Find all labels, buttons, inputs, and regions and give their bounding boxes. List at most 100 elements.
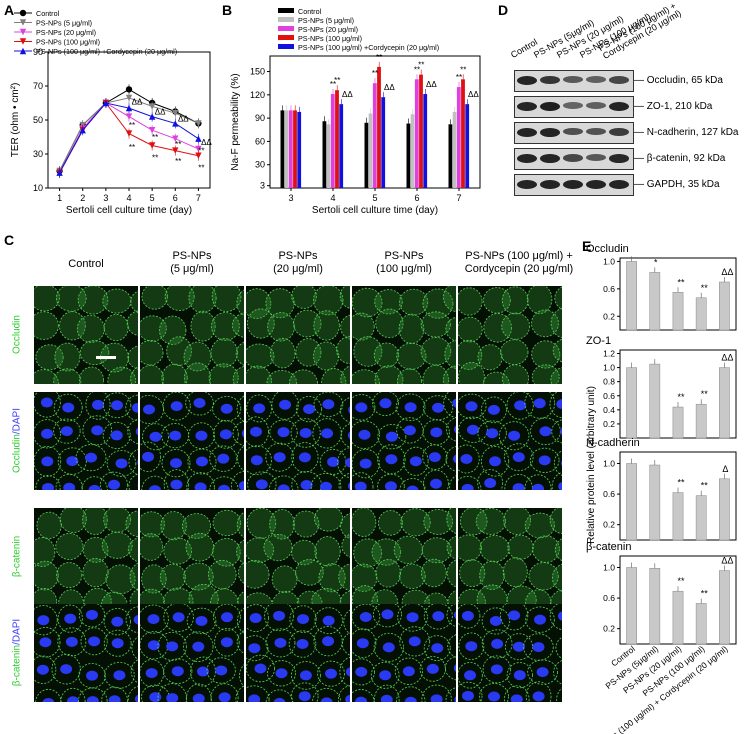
cell-nucleus <box>88 636 101 647</box>
data-point <box>125 130 133 137</box>
cell-outline <box>458 534 483 562</box>
data-point <box>79 127 86 134</box>
cell-nucleus <box>37 615 50 626</box>
cell-nucleus <box>195 430 208 441</box>
data-point <box>195 152 202 159</box>
cell-outline <box>246 394 273 423</box>
cell-outline <box>59 311 86 341</box>
cell-outline <box>210 683 239 702</box>
cell-nucleus <box>358 429 371 440</box>
cell-outline <box>266 369 298 384</box>
cell-outline <box>163 587 194 606</box>
micrograph-image <box>458 286 562 384</box>
y-tick-label: 30 <box>255 160 265 170</box>
cell-outline <box>449 475 456 490</box>
cell-outline <box>206 657 236 684</box>
cell-nucleus <box>249 613 262 624</box>
cell-outline <box>235 685 244 702</box>
cell-outline <box>236 445 244 472</box>
cell-outline <box>419 656 446 682</box>
cell-outline <box>353 336 383 367</box>
cell-outline <box>57 447 87 475</box>
data-point <box>148 127 156 134</box>
cell-outline <box>34 369 60 384</box>
significance-mark: ΔΔ <box>384 83 395 92</box>
micrograph-tile <box>352 604 456 702</box>
protein-band <box>609 76 629 84</box>
y-tick-label: 0.6 <box>603 489 615 499</box>
cell-outline <box>81 476 108 490</box>
cell-nucleus <box>379 398 392 409</box>
cell-outline <box>291 539 318 566</box>
cell-outline <box>237 562 244 584</box>
cell-outline <box>442 365 456 384</box>
cell-nucleus <box>359 458 372 469</box>
cell-outline <box>159 563 186 591</box>
cell-outline <box>396 417 424 444</box>
cell-nucleus <box>534 614 547 625</box>
bar <box>293 110 297 188</box>
micrograph-image <box>140 392 244 490</box>
cell-outline <box>163 469 190 490</box>
cell-outline <box>295 338 322 367</box>
cell-outline <box>183 362 212 384</box>
cell-outline <box>78 604 106 628</box>
cell-outline <box>60 687 86 702</box>
cell-outline <box>446 417 456 442</box>
cell-nucleus <box>355 666 368 677</box>
cell-outline <box>352 472 374 490</box>
data-point <box>195 145 202 153</box>
legend-swatch <box>278 44 294 49</box>
significance-mark: ΔΔ <box>201 138 212 147</box>
micrograph-tile <box>140 392 244 490</box>
cell-nucleus <box>347 431 350 440</box>
cell-nucleus <box>403 425 416 436</box>
cell-outline <box>236 539 244 564</box>
cell-nucleus <box>380 694 393 702</box>
cell-outline <box>188 583 219 606</box>
cell-outline <box>340 365 350 384</box>
cell-nucleus <box>145 668 158 679</box>
cell-outline <box>339 590 350 606</box>
cell-outline <box>289 369 319 384</box>
cell-nucleus <box>147 614 160 625</box>
cell-outline <box>130 290 138 314</box>
significance-mark: ** <box>677 277 685 287</box>
protein-band <box>517 154 537 163</box>
cell-outline <box>372 392 399 417</box>
bar <box>322 121 327 188</box>
cell-outline <box>211 286 242 312</box>
cell-nucleus <box>453 611 456 619</box>
cell-nucleus <box>192 641 205 652</box>
cell-nucleus <box>86 670 99 681</box>
bar <box>326 124 331 188</box>
row-label-green: β-catenin <box>11 644 23 687</box>
cell-outline <box>528 562 559 591</box>
cell-outline <box>208 363 239 384</box>
cell-nucleus <box>345 694 350 702</box>
cell-nucleus <box>345 667 350 677</box>
micrograph-image <box>140 286 244 384</box>
x-tick-label: 7 <box>196 193 201 203</box>
cell-nucleus <box>277 427 290 438</box>
cell-outline <box>352 508 377 537</box>
cell-nucleus <box>220 637 233 648</box>
cell-outline <box>231 312 244 338</box>
cell-outline <box>34 392 61 418</box>
cell-outline <box>525 681 552 702</box>
x-tick-label: 3 <box>288 193 293 203</box>
cell-nucleus <box>432 611 445 622</box>
cell-outline <box>102 421 131 449</box>
cell-nucleus <box>533 398 546 409</box>
cell-outline <box>292 510 320 538</box>
micrograph-image <box>34 508 138 606</box>
cell-outline <box>125 394 138 421</box>
bar <box>695 403 707 439</box>
cell-outline <box>399 288 429 316</box>
cell-outline <box>162 392 191 421</box>
cell-outline <box>126 310 138 336</box>
panel-label-c: C <box>4 232 15 248</box>
column-header: PS-NPs (100 μg/ml) <box>376 250 432 275</box>
cell-outline <box>480 396 507 424</box>
micrograph-image <box>352 508 456 606</box>
